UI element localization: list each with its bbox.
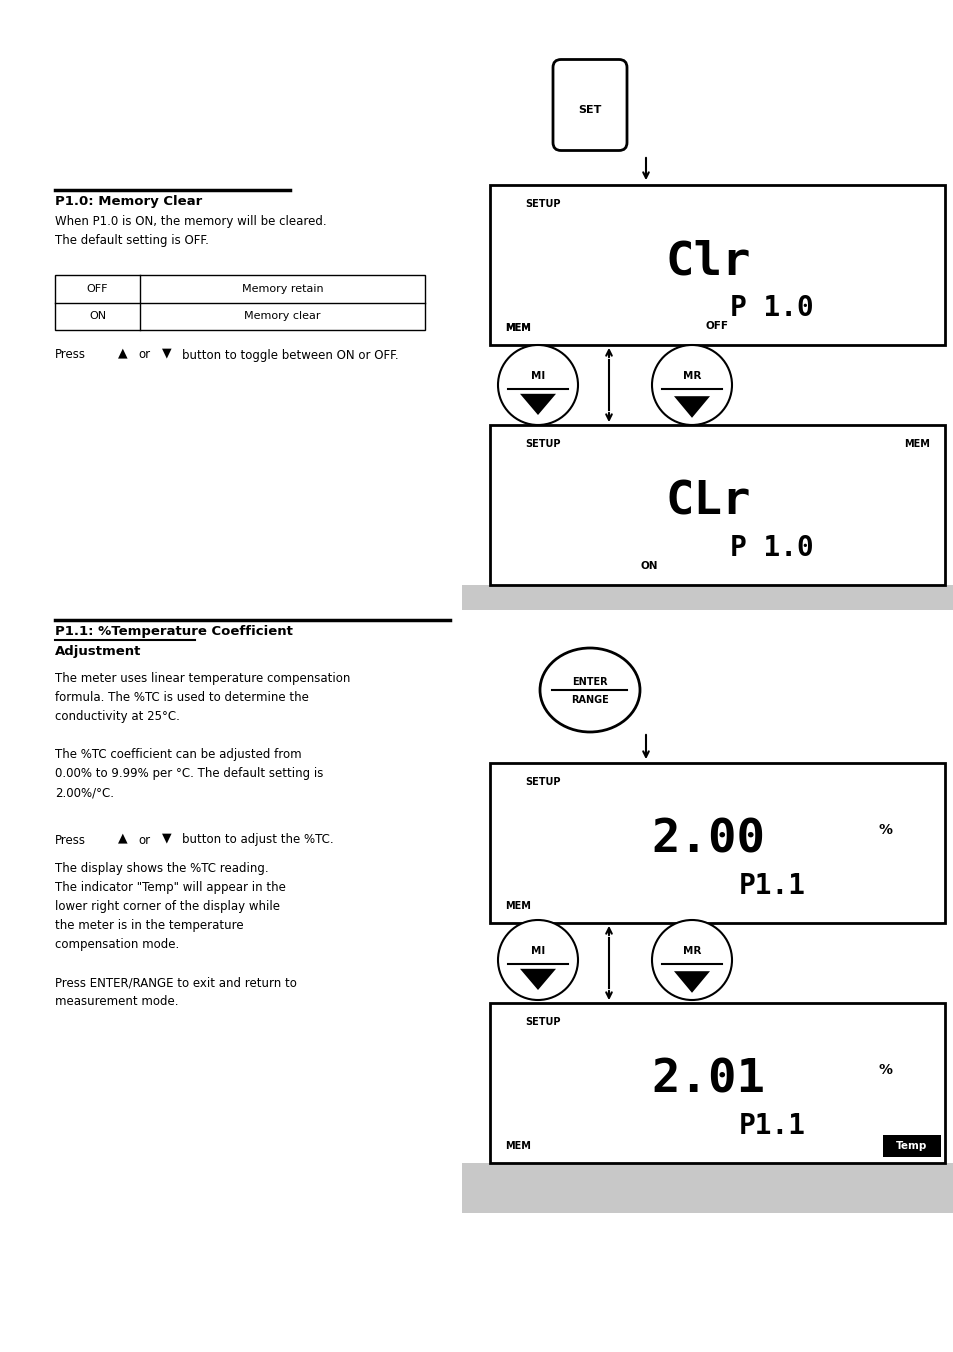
Text: Press: Press bbox=[55, 349, 86, 361]
Text: Memory clear: Memory clear bbox=[244, 311, 320, 322]
Text: P1.1: %Temperature Coefficient: P1.1: %Temperature Coefficient bbox=[55, 625, 293, 638]
Text: RANGE: RANGE bbox=[571, 695, 608, 704]
Text: OFF: OFF bbox=[705, 320, 728, 331]
Text: or: or bbox=[138, 833, 150, 846]
Text: ▼: ▼ bbox=[162, 831, 172, 845]
Text: MEM: MEM bbox=[504, 323, 530, 333]
Polygon shape bbox=[673, 971, 709, 992]
Text: 2.01: 2.01 bbox=[651, 1057, 764, 1102]
Bar bbox=[490, 1003, 944, 1163]
FancyBboxPatch shape bbox=[553, 59, 626, 150]
Bar bbox=[490, 763, 944, 923]
Text: Press: Press bbox=[55, 833, 86, 846]
Text: button to toggle between ON or OFF.: button to toggle between ON or OFF. bbox=[182, 349, 398, 361]
Ellipse shape bbox=[497, 345, 578, 425]
Ellipse shape bbox=[651, 919, 731, 1000]
Bar bbox=[490, 185, 944, 345]
Text: ▲: ▲ bbox=[118, 831, 128, 845]
Text: CLr: CLr bbox=[665, 480, 750, 525]
Text: MEM: MEM bbox=[504, 1141, 530, 1151]
Bar bbox=[461, 1163, 953, 1213]
Text: OFF: OFF bbox=[87, 284, 108, 293]
Text: P 1.0: P 1.0 bbox=[729, 295, 813, 322]
Text: %: % bbox=[878, 1063, 892, 1078]
Text: ON: ON bbox=[639, 561, 658, 571]
Bar bbox=[882, 1134, 940, 1157]
Text: button to adjust the %TC.: button to adjust the %TC. bbox=[182, 833, 334, 846]
Text: or: or bbox=[138, 349, 150, 361]
Text: P1.0: Memory Clear: P1.0: Memory Clear bbox=[55, 195, 202, 208]
Text: The display shows the %TC reading.
The indicator "Temp" will appear in the
lower: The display shows the %TC reading. The i… bbox=[55, 863, 296, 1009]
Text: %: % bbox=[878, 823, 892, 837]
Text: When P1.0 is ON, the memory will be cleared.
The default setting is OFF.: When P1.0 is ON, the memory will be clea… bbox=[55, 215, 326, 247]
Text: ▲: ▲ bbox=[118, 346, 128, 360]
Text: SET: SET bbox=[578, 105, 601, 115]
Text: P1.1: P1.1 bbox=[738, 1113, 804, 1140]
Text: MI: MI bbox=[530, 372, 544, 381]
Text: SETUP: SETUP bbox=[524, 439, 560, 449]
Text: SETUP: SETUP bbox=[524, 777, 560, 787]
Bar bbox=[490, 425, 944, 585]
Bar bbox=[55, 274, 424, 330]
Text: MI: MI bbox=[530, 946, 544, 956]
Text: MEM: MEM bbox=[504, 900, 530, 911]
Text: ON: ON bbox=[89, 311, 106, 322]
Text: SETUP: SETUP bbox=[524, 1017, 560, 1028]
Polygon shape bbox=[519, 969, 556, 990]
Text: MEM: MEM bbox=[903, 439, 929, 449]
Ellipse shape bbox=[497, 919, 578, 1000]
Text: P1.1: P1.1 bbox=[738, 872, 804, 900]
Text: Temp: Temp bbox=[896, 1141, 926, 1151]
Text: MEM: MEM bbox=[504, 323, 530, 333]
Polygon shape bbox=[673, 396, 709, 418]
Text: Memory retain: Memory retain bbox=[241, 284, 323, 293]
Ellipse shape bbox=[651, 345, 731, 425]
Text: ▼: ▼ bbox=[162, 346, 172, 360]
Text: ENTER: ENTER bbox=[572, 677, 607, 687]
Text: P 1.0: P 1.0 bbox=[729, 534, 813, 562]
Text: 2.00: 2.00 bbox=[651, 818, 764, 863]
Text: Clr: Clr bbox=[665, 239, 750, 284]
Ellipse shape bbox=[539, 648, 639, 731]
Text: MR: MR bbox=[682, 946, 700, 956]
Text: MR: MR bbox=[682, 372, 700, 381]
Text: The meter uses linear temperature compensation
formula. The %TC is used to deter: The meter uses linear temperature compen… bbox=[55, 672, 350, 799]
Text: Adjustment: Adjustment bbox=[55, 645, 141, 658]
Text: SETUP: SETUP bbox=[524, 199, 560, 210]
Bar bbox=[461, 585, 953, 610]
Polygon shape bbox=[519, 393, 556, 415]
